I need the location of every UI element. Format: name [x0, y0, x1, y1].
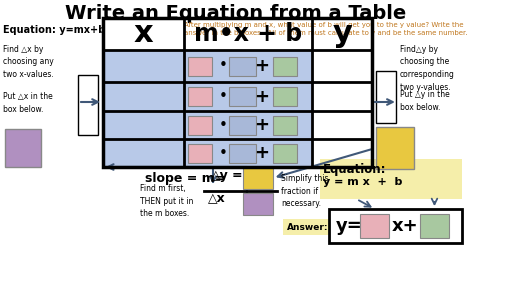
Text: x: x [134, 20, 153, 49]
Bar [103, 50, 372, 82]
Bar [103, 82, 372, 111]
Text: △y: △y [211, 169, 229, 182]
Text: +: + [254, 144, 269, 162]
Text: +: + [254, 88, 269, 106]
Bar [188, 57, 212, 75]
Text: Simplify this
fraction if
necessary.: Simplify this fraction if necessary. [281, 174, 329, 208]
Text: slope = m=: slope = m= [145, 172, 225, 185]
Bar [5, 129, 41, 167]
Text: •: • [219, 89, 228, 104]
Bar [103, 111, 372, 139]
Text: Equation:: Equation: [324, 163, 387, 176]
Bar [188, 144, 212, 162]
Bar [319, 159, 462, 199]
Bar [188, 115, 212, 135]
Bar [312, 82, 372, 111]
Text: Put △y in the
box below.: Put △y in the box below. [399, 90, 450, 112]
Bar [360, 214, 390, 238]
Bar [103, 18, 372, 50]
Text: y=: y= [336, 217, 363, 235]
Text: Write an Equation from a Table: Write an Equation from a Table [65, 4, 406, 23]
Text: m•x + b: m•x + b [194, 22, 302, 46]
Text: x+: x+ [391, 217, 418, 235]
Bar [312, 50, 372, 82]
Bar [273, 87, 296, 106]
Bar [273, 57, 296, 75]
Bar [229, 57, 257, 75]
Bar [312, 139, 372, 167]
Bar [283, 219, 329, 235]
Bar [103, 139, 372, 167]
Text: =: = [231, 169, 242, 182]
Text: •: • [219, 146, 228, 160]
Text: y: y [332, 20, 352, 49]
Bar [312, 111, 372, 139]
Text: Answer:: Answer: [287, 222, 328, 232]
Bar [273, 144, 296, 162]
Bar [376, 71, 396, 123]
Bar [243, 167, 273, 189]
Text: After multiplying m and x, what value of b will get you to the y value? Write th: After multiplying m and x, what value of… [184, 22, 467, 36]
Bar [229, 144, 257, 162]
Bar [376, 127, 414, 169]
Text: +: + [254, 116, 269, 134]
Bar [420, 214, 449, 238]
Text: y = m x  +  b: y = m x + b [324, 177, 403, 187]
Text: Find m first,
THEN put it in
the m boxes.: Find m first, THEN put it in the m boxes… [140, 184, 193, 218]
Text: Equation: y=mx+b: Equation: y=mx+b [3, 25, 105, 35]
Text: Put △x in the
box below.: Put △x in the box below. [3, 92, 53, 113]
Bar [103, 18, 372, 167]
Bar [78, 75, 98, 135]
Bar [229, 87, 257, 106]
Bar [243, 193, 273, 215]
Text: Find △x by
choosing any
two x-values.: Find △x by choosing any two x-values. [3, 45, 54, 79]
Bar [329, 209, 462, 243]
Bar [229, 115, 257, 135]
Text: +: + [254, 57, 269, 75]
Bar [273, 115, 296, 135]
Text: △x: △x [207, 192, 225, 205]
Bar [188, 87, 212, 106]
Text: •: • [219, 117, 228, 133]
Text: •: • [219, 59, 228, 73]
Text: Find△y by
choosing the
corresponding
two y-values.: Find△y by choosing the corresponding two… [399, 45, 455, 92]
